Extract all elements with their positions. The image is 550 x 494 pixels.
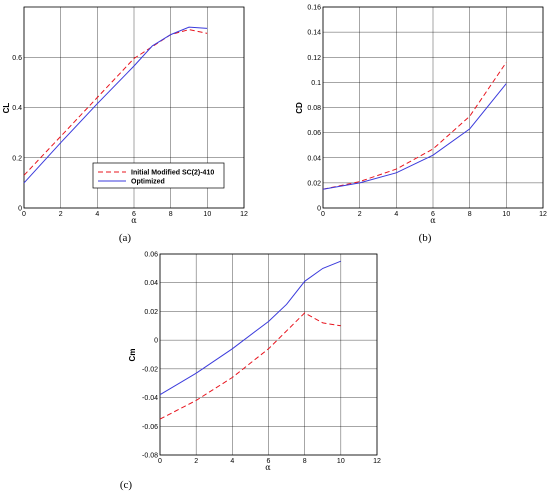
panel-label: (b)	[419, 232, 432, 244]
x-tick-label: 4	[95, 211, 99, 218]
y-tick-label: -0.06	[142, 424, 158, 431]
chart-cm: 0 2 4 6 8 10 12 -0.08 -0.06 -0.04 -0.02 0 0.02 0.04 0…	[120, 252, 381, 492]
x-tick-label: 2	[59, 211, 63, 218]
y-tick-label: 0.16	[307, 5, 321, 12]
chart-cl: 0 2 4 6 8 10 12 0 0.2 0.4 0.6 α CL (a) Initial Mo…	[2, 6, 248, 244]
series-line-initial	[322, 62, 507, 190]
legend-box	[92, 162, 225, 189]
y-axis-label: CL	[2, 103, 11, 114]
x-tick-label: 8	[468, 211, 472, 218]
x-axis-label: α	[131, 216, 137, 225]
x-tick-label: 2	[358, 211, 362, 218]
series-lines	[159, 260, 341, 420]
x-tick-label: 12	[373, 458, 381, 465]
y-tick-labels: 0 0.2 0.4 0.6	[12, 55, 22, 213]
y-tick-label: 0.06	[144, 252, 158, 259]
y-axis-label: CD	[295, 102, 304, 114]
x-axis-label: α	[430, 216, 436, 225]
series-line-optimized	[159, 260, 341, 396]
x-tick-label: 4	[394, 211, 398, 218]
y-tick-label: 0.1	[311, 80, 321, 87]
y-tick-label: -0.04	[142, 395, 158, 402]
x-tick-labels: 0 2 4 6 8 10 12	[321, 211, 547, 218]
y-tick-label: 0	[154, 338, 158, 345]
x-tick-label: 8	[169, 211, 173, 218]
y-tick-label: 0.2	[12, 155, 22, 162]
y-tick-label: 0.12	[307, 55, 321, 62]
x-tick-label: 6	[431, 211, 435, 218]
y-tick-label: 0.14	[307, 30, 321, 37]
x-tick-label: 4	[230, 458, 234, 465]
gridlines	[159, 253, 378, 456]
y-tick-label: -0.02	[142, 366, 158, 373]
legend-label-initial: Initial Modified SC(2)-410	[131, 170, 214, 177]
series-line-initial	[23, 29, 208, 176]
y-tick-labels: 0 0.02 0.04 0.06 0.08 0.1 0.12 0.14 0.16	[307, 5, 321, 213]
x-tick-label: 6	[132, 211, 136, 218]
y-tick-label: 0.08	[307, 105, 321, 112]
x-tick-label: 10	[502, 211, 510, 218]
x-tick-label: 12	[240, 211, 248, 218]
series-lines	[23, 26, 208, 184]
x-tick-label: 10	[203, 211, 211, 218]
series-line-optimized	[322, 83, 507, 190]
x-tick-label: 0	[321, 211, 325, 218]
y-tick-label: 0.02	[144, 309, 158, 316]
x-tick-label: 10	[337, 458, 345, 465]
legend: Initial Modified SC(2)-410 Optimized	[92, 162, 225, 189]
panel-label: (a)	[119, 232, 132, 244]
series-lines	[322, 62, 507, 190]
y-tick-label: -0.08	[142, 453, 158, 460]
y-tick-labels: -0.08 -0.06 -0.04 -0.02 0 0.02 0.04 0.06	[142, 252, 158, 460]
x-tick-label: 0	[22, 211, 26, 218]
series-line-optimized	[23, 26, 208, 184]
x-tick-labels: 0 2 4 6 8 10 12	[158, 458, 381, 465]
x-tick-label: 12	[539, 211, 547, 218]
y-tick-label: 0.4	[12, 105, 22, 112]
chart-cd: 0 2 4 6 8 10 12 0 0.02 0.04 0.06 0.08 0.1 0.12 0.14 0.…	[295, 5, 547, 245]
x-tick-label: 8	[303, 458, 307, 465]
y-tick-label: 0.04	[307, 155, 321, 162]
y-tick-label: 0.02	[307, 180, 321, 187]
y-tick-label: 0.06	[307, 130, 321, 137]
y-tick-label: 0	[18, 206, 22, 213]
x-tick-label: 2	[194, 458, 198, 465]
y-tick-label: 0.04	[144, 280, 158, 287]
y-tick-label: 0.6	[12, 55, 22, 62]
x-tick-labels: 0 2 4 6 8 10 12	[22, 211, 248, 218]
gridlines	[322, 6, 544, 209]
y-axis-label: Cm	[128, 349, 137, 362]
y-tick-label: 0	[317, 206, 321, 213]
panel-label: (c)	[120, 479, 133, 491]
series-line-initial	[159, 312, 341, 420]
x-tick-label: 0	[158, 458, 162, 465]
legend-label-optimized: Optimized	[131, 179, 165, 186]
x-tick-label: 6	[267, 458, 271, 465]
x-axis-label: α	[265, 463, 271, 472]
